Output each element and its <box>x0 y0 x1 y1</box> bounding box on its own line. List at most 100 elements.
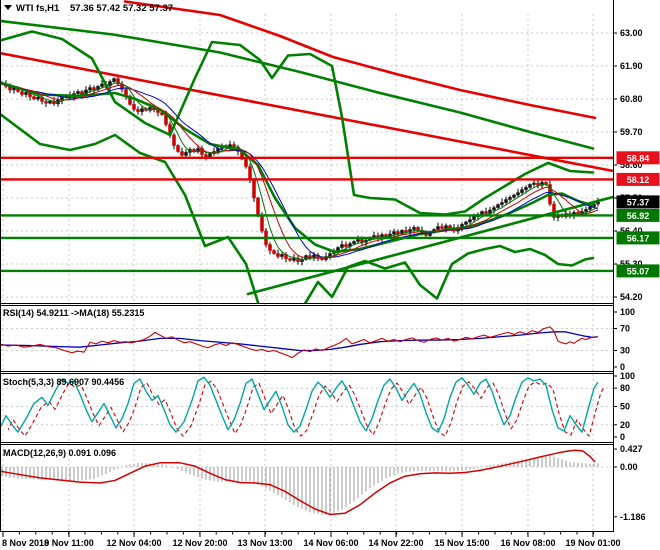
price-axis-label: 54.20 <box>620 292 643 302</box>
candle-bullish <box>100 83 104 87</box>
price-badge <box>616 172 660 186</box>
candle-bearish <box>272 250 276 254</box>
candle-bearish <box>116 78 120 85</box>
time-axis-label: 14 Nov 06:00 <box>303 538 358 548</box>
candle-bullish <box>184 152 188 156</box>
price-badge-label: 58.12 <box>627 175 650 185</box>
panel-borders <box>0 0 614 532</box>
candle-bullish <box>496 204 500 208</box>
candle-bearish <box>192 149 196 152</box>
candle-bearish <box>296 257 300 262</box>
candle-bearish <box>172 134 176 146</box>
candle-bearish <box>92 87 96 91</box>
stoch-label: Stoch(5,3,3) 89.6907 90.4456 <box>3 377 124 387</box>
candle-bullish <box>516 192 520 196</box>
price-axis-label: 60.80 <box>620 94 643 104</box>
candle-bullish <box>480 211 484 215</box>
stoch-axis-label: 50 <box>620 402 630 412</box>
candle-bullish <box>352 241 356 244</box>
dropdown-triangle-icon[interactable] <box>4 5 12 10</box>
candle-bullish <box>340 244 344 248</box>
time-axis-label: 16 Nov 08:00 <box>500 538 555 548</box>
stoch-panel <box>1 376 606 437</box>
price-badge <box>616 264 660 278</box>
price-axis-label: 61.90 <box>620 61 643 71</box>
symbol-title: WTI fs,H1 <box>16 3 60 14</box>
time-axis-label: 15 Nov 15:00 <box>434 538 489 548</box>
candle-bearish <box>136 109 140 112</box>
macd-axis-label: 0.427 <box>620 444 643 454</box>
rsi-line <box>1 326 599 359</box>
price-badge <box>616 231 660 245</box>
price-axis-label: 63.00 <box>620 28 643 38</box>
price-badge-label: 56.17 <box>627 233 650 243</box>
price-badge-label: 57.37 <box>627 197 650 207</box>
time-axis-label: 12 Nov 20:00 <box>172 538 227 548</box>
stoch-k-line <box>1 376 599 433</box>
time-axis-label: 9 Nov 11:00 <box>44 538 94 548</box>
candle-bullish <box>492 207 496 211</box>
price-badge-label: 55.07 <box>627 266 650 276</box>
candle-bullish <box>48 100 52 104</box>
rsi-axis-label: 100 <box>620 307 635 317</box>
price-axis: 63.0061.9060.8059.7058.6057.5056.4055.30… <box>613 28 646 522</box>
rsi-axis-label: 0 <box>620 362 625 372</box>
stoch-axis-label: 20 <box>620 420 630 430</box>
candle-bullish <box>436 226 440 230</box>
candle-bullish <box>504 199 508 203</box>
rsi-axis-label: 70 <box>620 324 630 334</box>
candle-bullish <box>412 227 416 230</box>
candle-bearish <box>244 158 248 167</box>
price-axis-label: 55.30 <box>620 259 643 269</box>
macd-axis-label: 0.00 <box>620 462 638 472</box>
candle-bearish <box>20 91 24 95</box>
candle-bullish <box>524 187 528 190</box>
candle-bearish <box>180 151 184 156</box>
price-badges: 58.84 58.12 57.37 56.92 56.17 55.07 <box>616 151 660 278</box>
price-badge <box>616 208 660 222</box>
candle-bullish <box>464 221 468 225</box>
candle-bullish <box>36 96 40 100</box>
rsi-ma-line <box>1 331 599 352</box>
ma-green-long[interactable] <box>0 19 595 150</box>
candle-bearish <box>128 95 132 105</box>
time-axis-label: 8 Nov 2018 <box>2 538 49 548</box>
rsi-axis-label: 30 <box>620 346 630 356</box>
ma-red-long[interactable] <box>123 0 597 120</box>
candle-bullish <box>472 216 476 220</box>
candle-bearish <box>44 101 48 104</box>
candle-bearish <box>132 104 136 110</box>
candle-bearish <box>32 96 36 100</box>
candle-bearish <box>252 179 256 199</box>
candle-bearish <box>260 215 264 232</box>
candle-bearish <box>536 182 540 186</box>
candle-bullish <box>88 87 92 91</box>
horizontal-levels <box>1 156 613 273</box>
candle-bullish <box>588 206 592 210</box>
price-axis-label: 59.70 <box>620 127 643 137</box>
candle-bullish <box>208 153 212 157</box>
price-axis-label: 56.40 <box>620 226 643 236</box>
ma-period-9 <box>1 83 599 259</box>
ma-period-5 <box>1 82 599 261</box>
rsi-label: RSI(14) 54.9211 ->MA(18) 55.2315 <box>3 308 144 318</box>
bollinger-upper[interactable] <box>0 30 595 216</box>
time-axis-label: 19 Nov 01:00 <box>565 538 620 548</box>
candle-bullish <box>392 231 396 235</box>
price-badge-label: 58.84 <box>627 153 650 163</box>
time-axis-label: 14 Nov 22:00 <box>368 538 423 548</box>
candle-bearish <box>344 244 348 247</box>
candle-bullish <box>336 247 340 251</box>
macd-panel <box>1 449 599 516</box>
candle-bullish <box>584 209 588 212</box>
candle-bearish <box>276 253 280 257</box>
candle-bullish <box>76 91 80 94</box>
candle-bearish <box>256 197 260 217</box>
stoch-axis-label: 0 <box>620 432 625 442</box>
trendline-green-ascending[interactable] <box>246 185 660 296</box>
bollinger-lower[interactable] <box>0 113 595 312</box>
bollinger-middle[interactable] <box>0 81 595 254</box>
